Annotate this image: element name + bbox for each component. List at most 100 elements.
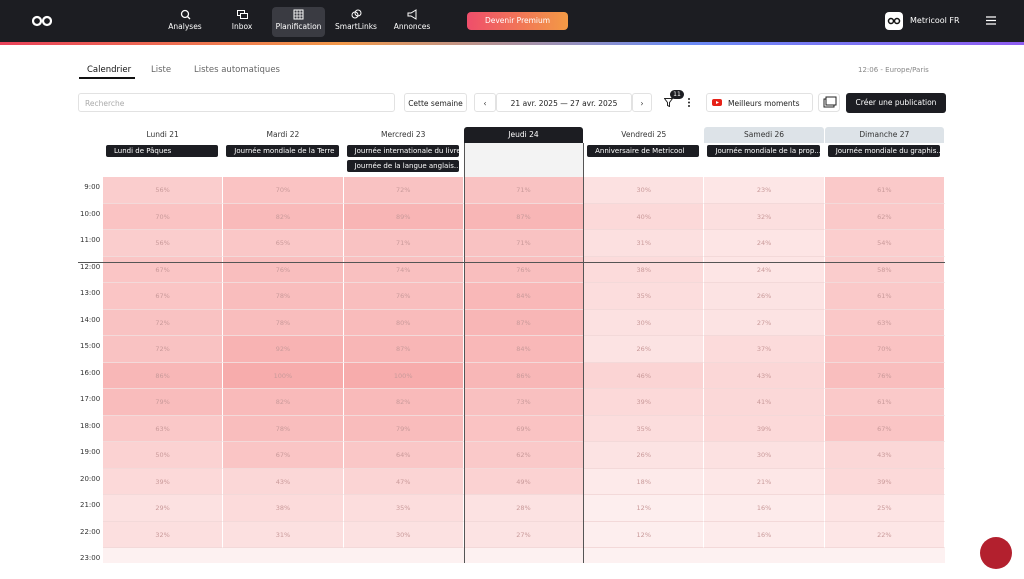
- heat-cell[interactable]: 72%: [103, 309, 224, 336]
- heat-cell[interactable]: 22%: [824, 521, 945, 548]
- heat-cell[interactable]: 38%: [584, 256, 705, 283]
- day-header[interactable]: Samedi 26: [704, 127, 824, 143]
- heat-cell[interactable]: 56%: [103, 230, 224, 257]
- heat-cell[interactable]: 86%: [463, 362, 585, 389]
- filter-icon[interactable]: [664, 98, 673, 107]
- heat-cell[interactable]: 84%: [463, 283, 585, 310]
- heat-cell[interactable]: 39%: [584, 389, 705, 416]
- heat-cell[interactable]: 63%: [103, 415, 224, 442]
- heat-cell[interactable]: 12%: [584, 495, 705, 522]
- nav-item[interactable]: Planification: [272, 7, 325, 37]
- heat-cell[interactable]: 26%: [704, 283, 825, 310]
- heat-cell[interactable]: 82%: [223, 203, 344, 230]
- heat-cell[interactable]: 61%: [824, 389, 945, 416]
- heat-cell[interactable]: 43%: [223, 468, 344, 495]
- heat-cell[interactable]: 76%: [223, 256, 344, 283]
- heat-cell[interactable]: 67%: [103, 256, 224, 283]
- heat-cell[interactable]: 86%: [103, 362, 224, 389]
- event-chip[interactable]: Journée internationale du livre: [346, 145, 459, 157]
- premium-button[interactable]: Devenir Premium: [467, 12, 568, 30]
- heat-cell[interactable]: 69%: [463, 415, 585, 442]
- heat-cell[interactable]: 35%: [343, 495, 464, 522]
- event-chip[interactable]: Journée mondiale de la prop...: [707, 145, 820, 157]
- heat-cell[interactable]: 72%: [343, 177, 464, 204]
- heat-cell[interactable]: 24%: [704, 256, 825, 283]
- nav-item[interactable]: Annonces: [390, 7, 434, 37]
- heat-cell[interactable]: 89%: [343, 203, 464, 230]
- heat-cell[interactable]: 92%: [223, 336, 344, 363]
- heat-cell[interactable]: 65%: [223, 230, 344, 257]
- prev-button[interactable]: ‹: [474, 93, 496, 112]
- heat-cell[interactable]: 70%: [223, 177, 344, 204]
- heat-cell[interactable]: 82%: [343, 389, 464, 416]
- day-header[interactable]: Jeudi 24: [463, 127, 584, 143]
- heat-cell[interactable]: 54%: [824, 230, 945, 257]
- heat-cell[interactable]: 87%: [463, 309, 585, 336]
- heat-cell[interactable]: 87%: [343, 336, 464, 363]
- heat-cell[interactable]: 79%: [343, 415, 464, 442]
- heat-cell[interactable]: 78%: [223, 415, 344, 442]
- heat-cell[interactable]: 25%: [824, 495, 945, 522]
- heat-cell[interactable]: 80%: [343, 309, 464, 336]
- more-icon[interactable]: [687, 97, 691, 108]
- heat-cell[interactable]: 27%: [704, 309, 825, 336]
- heat-cell[interactable]: 40%: [584, 203, 705, 230]
- heat-cell[interactable]: 46%: [584, 362, 705, 389]
- heat-cell[interactable]: 100%: [343, 362, 464, 389]
- tab[interactable]: Liste: [151, 65, 172, 75]
- heat-cell[interactable]: 56%: [103, 177, 224, 204]
- heat-cell[interactable]: 18%: [584, 468, 705, 495]
- menu-icon[interactable]: [986, 16, 996, 25]
- heat-cell[interactable]: 70%: [824, 336, 945, 363]
- heat-cell[interactable]: 76%: [343, 283, 464, 310]
- heat-cell[interactable]: 67%: [824, 415, 945, 442]
- heat-cell[interactable]: 100%: [223, 362, 344, 389]
- heat-cell[interactable]: 39%: [103, 468, 224, 495]
- heat-cell[interactable]: 30%: [343, 521, 464, 548]
- tab[interactable]: Listes automatiques: [194, 65, 280, 75]
- heat-cell[interactable]: 76%: [463, 256, 585, 283]
- heat-cell[interactable]: 31%: [223, 521, 344, 548]
- best-moments-dropdown[interactable]: Meilleurs moments: [706, 93, 813, 112]
- heat-cell[interactable]: 16%: [704, 495, 825, 522]
- heat-cell[interactable]: 32%: [103, 521, 224, 548]
- tab[interactable]: Calendrier: [87, 65, 132, 75]
- heat-cell[interactable]: 27%: [463, 521, 585, 548]
- heat-cell[interactable]: 24%: [704, 230, 825, 257]
- heat-cell[interactable]: 43%: [824, 442, 945, 469]
- heat-cell[interactable]: 23%: [704, 177, 825, 204]
- heat-cell[interactable]: 26%: [584, 442, 705, 469]
- heat-cell[interactable]: 71%: [343, 230, 464, 257]
- heat-cell[interactable]: 61%: [824, 283, 945, 310]
- heat-cell[interactable]: 26%: [584, 336, 705, 363]
- heat-cell[interactable]: 12%: [584, 521, 705, 548]
- this-week-button[interactable]: Cette semaine: [404, 93, 467, 112]
- heat-cell[interactable]: 71%: [463, 177, 585, 204]
- heat-cell[interactable]: 82%: [223, 389, 344, 416]
- heat-cell[interactable]: 67%: [103, 283, 224, 310]
- heat-cell[interactable]: 73%: [463, 389, 585, 416]
- heat-cell[interactable]: 16%: [704, 521, 825, 548]
- day-header[interactable]: Dimanche 27: [824, 127, 944, 143]
- heat-cell[interactable]: 63%: [824, 309, 945, 336]
- heat-cell[interactable]: 49%: [463, 468, 585, 495]
- day-header[interactable]: Lundi 21: [103, 127, 223, 143]
- nav-item[interactable]: Analyses: [162, 7, 208, 37]
- event-chip[interactable]: Journée mondiale du graphis...: [827, 145, 940, 157]
- next-button[interactable]: ›: [632, 93, 652, 112]
- day-header[interactable]: Mercredi 23: [343, 127, 463, 143]
- create-post-button[interactable]: Créer une publication: [846, 93, 946, 113]
- heat-cell[interactable]: 84%: [463, 336, 585, 363]
- heat-cell[interactable]: 72%: [103, 336, 224, 363]
- day-header[interactable]: Vendredi 25: [584, 127, 704, 143]
- heat-cell[interactable]: 39%: [704, 415, 825, 442]
- heat-cell[interactable]: 71%: [463, 230, 585, 257]
- heat-cell[interactable]: 78%: [223, 283, 344, 310]
- event-chip[interactable]: Journée mondiale de la Terre: [226, 145, 339, 157]
- heat-cell[interactable]: 74%: [343, 256, 464, 283]
- heat-cell[interactable]: 32%: [704, 203, 825, 230]
- media-button[interactable]: [818, 93, 840, 112]
- heat-cell[interactable]: 50%: [103, 442, 224, 469]
- heat-cell[interactable]: 64%: [343, 442, 464, 469]
- heat-cell[interactable]: 35%: [584, 415, 705, 442]
